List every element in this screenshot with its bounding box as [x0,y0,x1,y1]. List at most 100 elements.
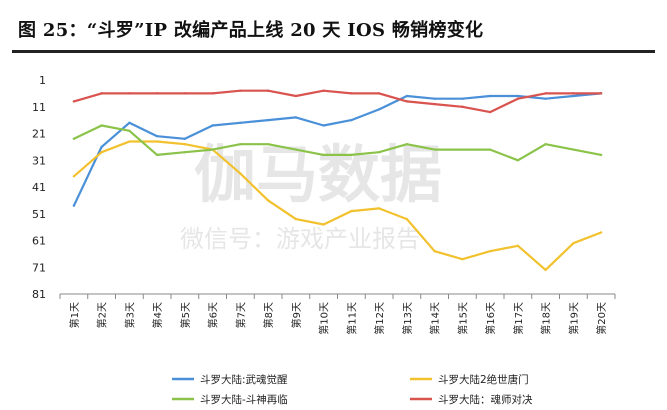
data-point [294,94,298,98]
legend-item: 斗罗大陆:武魂觉醒 [172,373,288,386]
data-point [377,151,381,154]
x-tick-label: 第3天 [123,302,136,328]
x-tick-label: 第11天 [345,302,358,335]
x-tick-label: 第7天 [234,302,247,328]
data-point [72,204,76,207]
title-rule [12,50,655,53]
data-point [405,100,409,103]
series-3 [72,124,603,162]
data-point [322,89,325,92]
data-point [516,94,520,98]
y-tick-label: 1 [39,74,46,87]
data-point [433,97,436,100]
x-tick-label: 第17天 [512,302,525,335]
legend-label: 斗罗大陆:武魂觉醒 [200,373,288,386]
x-tick-label: 第14天 [429,302,442,335]
x-tick-label: 第2天 [96,302,109,328]
data-point [599,231,603,234]
data-point [572,94,575,98]
data-point [377,108,381,111]
y-tick-label: 71 [32,261,46,274]
y-tick-label: 11 [32,101,46,114]
data-point [100,124,103,127]
data-point [155,92,159,95]
x-tick-label: 第8天 [262,302,275,328]
watermark-sub: 微信号：游戏产业报告 [180,225,420,253]
data-point [516,159,520,162]
x-tick-label: 第15天 [456,302,469,335]
data-point [488,250,492,253]
x-tick-label: 第13天 [401,302,414,335]
data-point [433,250,436,253]
data-point [461,105,464,108]
data-point [544,97,547,100]
data-point [183,143,187,146]
data-point [544,92,547,95]
data-point [128,129,131,133]
x-tick-label: 第4天 [151,302,164,328]
data-point [211,124,214,127]
data-point [350,209,353,213]
data-point [433,102,436,106]
data-point [544,143,547,146]
watermark: 伽马数据 微信号：游戏产业报告 [180,138,442,253]
data-point [294,148,298,151]
data-point [239,89,242,92]
data-point [433,148,436,151]
x-tick-label: 第16天 [484,302,497,335]
data-point [100,145,103,149]
series-line [73,124,602,162]
data-point [405,94,409,98]
data-point [488,148,492,151]
series-line [73,140,602,271]
data-point [72,175,76,178]
data-point [183,151,187,154]
x-tick-label: 第6天 [207,302,220,328]
x-tick-label: 第9天 [290,302,303,328]
series-4 [72,89,603,114]
data-point [183,92,187,95]
data-point [239,143,242,146]
data-point [405,143,409,146]
x-tick-label: 第19天 [567,302,580,335]
data-point [322,153,325,157]
series-line [73,89,602,114]
data-point [405,217,409,221]
data-point [572,241,575,245]
y-tick-label: 31 [32,154,46,167]
data-point [72,137,76,141]
data-point [461,258,464,261]
data-point [599,92,603,95]
data-point [350,153,353,157]
x-tick-label: 第18天 [540,302,553,335]
data-point [461,97,464,100]
data-point [377,92,381,95]
data-point [516,244,520,248]
x-tick-label: 第1天 [68,302,81,328]
data-point [544,268,547,272]
data-point [377,207,381,210]
legend-label: 斗罗大陆：魂师对决 [438,393,533,406]
data-point [294,116,298,119]
data-point [128,121,131,125]
data-point [461,148,464,151]
data-point [211,148,214,151]
y-tick-label: 81 [32,288,46,301]
x-tick-label: 第12天 [373,302,386,335]
series-line [72,92,602,207]
y-tick-label: 51 [32,208,46,221]
page-title: 图 25：“斗罗”IP 改编产品上线 20 天 IOS 畅销榜变化 [18,20,484,41]
data-point [350,92,353,95]
series-1 [72,92,603,207]
y-tick-label: 41 [32,181,46,194]
data-point [211,92,214,95]
x-tick-label: 第20天 [595,302,608,335]
data-point [155,153,159,157]
data-point [350,118,353,122]
data-point [322,124,325,127]
series-2 [72,140,603,272]
y-tick-label: 21 [32,128,46,141]
